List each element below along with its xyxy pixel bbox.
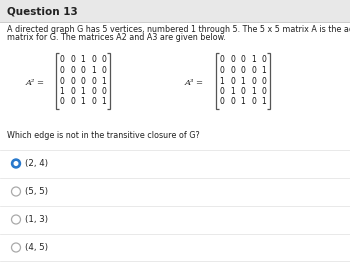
Text: 0: 0 xyxy=(251,98,256,106)
Text: 0: 0 xyxy=(251,76,256,86)
Text: 0: 0 xyxy=(230,76,235,86)
Text: 1: 1 xyxy=(80,98,85,106)
Text: 1: 1 xyxy=(262,98,266,106)
Text: 1: 1 xyxy=(102,98,106,106)
Text: 0: 0 xyxy=(219,56,224,64)
Text: 0: 0 xyxy=(261,76,266,86)
Text: 0: 0 xyxy=(230,66,235,75)
Text: 0: 0 xyxy=(60,98,64,106)
Text: 1: 1 xyxy=(251,87,256,96)
Text: 0: 0 xyxy=(219,66,224,75)
Text: 0: 0 xyxy=(60,66,64,75)
Text: 0: 0 xyxy=(91,56,96,64)
Text: 1: 1 xyxy=(80,56,85,64)
Text: (1, 3): (1, 3) xyxy=(25,215,48,224)
Text: 1: 1 xyxy=(102,76,106,86)
Text: 1: 1 xyxy=(60,87,64,96)
Text: 0: 0 xyxy=(219,98,224,106)
Text: 0: 0 xyxy=(240,87,245,96)
Text: Question 13: Question 13 xyxy=(7,6,78,16)
Text: 0: 0 xyxy=(251,66,256,75)
Text: 1: 1 xyxy=(91,66,96,75)
Text: 1: 1 xyxy=(220,76,224,86)
Text: A³ =: A³ = xyxy=(185,79,204,87)
Text: 0: 0 xyxy=(60,76,64,86)
Text: 0: 0 xyxy=(70,76,75,86)
Text: 0: 0 xyxy=(102,56,106,64)
Bar xyxy=(0,0,350,22)
Text: 0: 0 xyxy=(60,56,64,64)
Circle shape xyxy=(12,159,21,168)
Text: A² =: A² = xyxy=(26,79,45,87)
Text: Which edge is not in the transitive closure of G?: Which edge is not in the transitive clos… xyxy=(7,130,200,140)
Text: 0: 0 xyxy=(230,56,235,64)
Text: (5, 5): (5, 5) xyxy=(25,187,48,196)
Text: 0: 0 xyxy=(70,56,75,64)
Text: 1: 1 xyxy=(241,76,245,86)
Text: 1: 1 xyxy=(230,87,235,96)
Text: 1: 1 xyxy=(241,98,245,106)
Text: 0: 0 xyxy=(91,76,96,86)
Text: 0: 0 xyxy=(219,87,224,96)
Text: 0: 0 xyxy=(70,98,75,106)
Text: 0: 0 xyxy=(80,66,85,75)
Text: 0: 0 xyxy=(91,87,96,96)
Text: 0: 0 xyxy=(70,66,75,75)
Text: (2, 4): (2, 4) xyxy=(25,159,48,168)
Text: 0: 0 xyxy=(91,98,96,106)
Text: (4, 5): (4, 5) xyxy=(25,243,48,252)
Text: 1: 1 xyxy=(251,56,256,64)
Text: 0: 0 xyxy=(261,56,266,64)
Text: 0: 0 xyxy=(261,87,266,96)
Text: 0: 0 xyxy=(240,56,245,64)
Text: 0: 0 xyxy=(240,66,245,75)
Text: 0: 0 xyxy=(102,87,106,96)
Text: 0: 0 xyxy=(70,87,75,96)
Circle shape xyxy=(14,162,18,165)
Text: A directed graph G has 5 vertices, numbered 1 through 5. The 5 x 5 matrix A is t: A directed graph G has 5 vertices, numbe… xyxy=(7,26,350,34)
Text: 0: 0 xyxy=(80,76,85,86)
Text: 0: 0 xyxy=(102,66,106,75)
Text: 1: 1 xyxy=(262,66,266,75)
Text: 0: 0 xyxy=(230,98,235,106)
Text: 1: 1 xyxy=(80,87,85,96)
Text: matrix for G. The matrices A2 and A3 are given below.: matrix for G. The matrices A2 and A3 are… xyxy=(7,34,226,43)
